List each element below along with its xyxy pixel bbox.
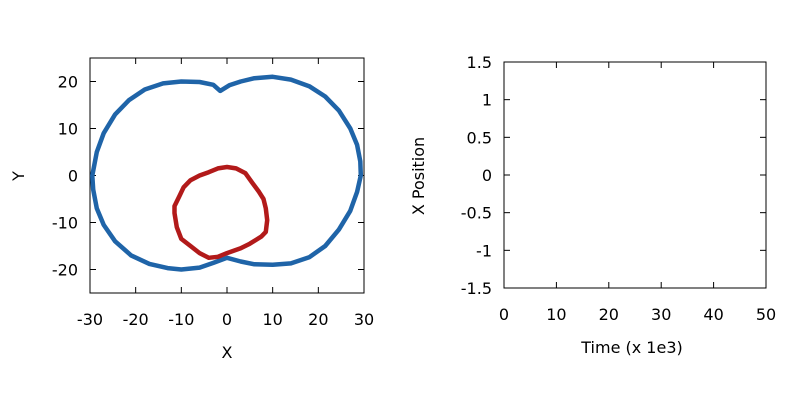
x-position-y-tick-label: -0.5 (461, 204, 492, 223)
trajectory-y-tick-label: 0 (68, 167, 78, 186)
trajectory-y-tick-label: 20 (58, 73, 78, 92)
trajectory-x-axis-label: X (222, 343, 233, 362)
x-position-x-tick-label: 10 (546, 305, 566, 324)
x-position-chart: 0 10 20 30 40 50 -1.5 -1 -0.5 0 0.5 1 1.5 Time (x 1e… (409, 53, 776, 357)
trajectory-y-tick-label: -20 (52, 261, 78, 280)
trajectory-series-1-line (90, 74, 364, 272)
x-position-y-tick-label: 1 (482, 91, 492, 110)
x-position-x-tick-label: 20 (599, 305, 619, 324)
x-position-x-tick-label: 0 (499, 305, 509, 324)
x-position-x-tick-label: 30 (651, 305, 671, 324)
x-position-y-tick-label: -1.5 (461, 279, 492, 298)
trajectory-y-tick-label: 10 (58, 120, 78, 139)
trajectory-series (90, 74, 364, 272)
x-position-y-tick-label: 1.5 (467, 53, 492, 72)
x-position-x-tick-label: 50 (756, 305, 776, 324)
trajectory-x-tick-label: 10 (262, 310, 282, 329)
trajectory-series-2-line (172, 164, 270, 261)
x-position-x-axis-label: Time (x 1e3) (580, 338, 682, 357)
trajectory-x-tick-label: 20 (308, 310, 328, 329)
x-position-y-tick-label: 0 (482, 166, 492, 185)
x-position-ticks: 0 10 20 30 40 50 -1.5 -1 -0.5 0 0.5 1 1.5 (461, 53, 776, 324)
trajectory-x-tick-label: 30 (354, 310, 374, 329)
trajectory-ticks: -30 -20 -10 0 10 20 30 -20 -10 0 10 20 (52, 58, 374, 329)
trajectory-y-tick-label: -10 (52, 214, 78, 233)
x-position-y-tick-label: 0.5 (467, 128, 492, 147)
trajectory-x-tick-label: -20 (123, 310, 149, 329)
x-position-x-tick-label: 40 (703, 305, 723, 324)
trajectory-x-tick-label: 0 (222, 310, 232, 329)
trajectory-chart: -30 -20 -10 0 10 20 30 -20 -10 0 10 20 X Y (9, 57, 374, 362)
x-position-plot-frame (503, 61, 767, 289)
trajectory-y-axis-label: Y (9, 171, 28, 182)
x-position-y-axis-label: X Position (409, 137, 428, 215)
x-position-y-tick-label: -1 (476, 241, 492, 260)
trajectory-x-tick-label: -10 (168, 310, 194, 329)
trajectory-x-tick-label: -30 (77, 310, 103, 329)
